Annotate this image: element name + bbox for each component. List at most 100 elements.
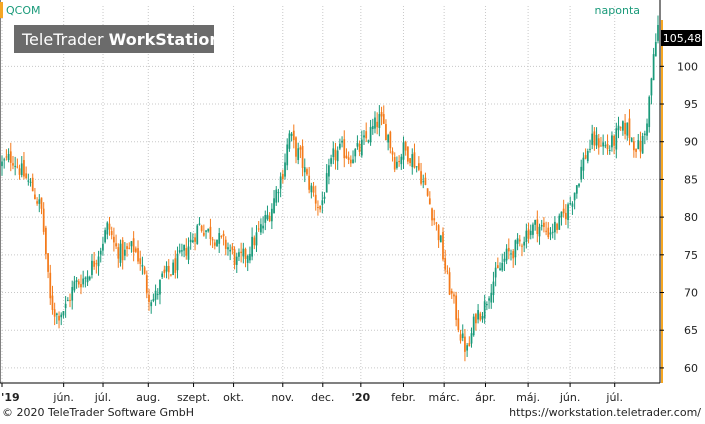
candle-body [448, 272, 451, 295]
candle-body [29, 181, 32, 183]
candle-body [16, 166, 19, 168]
candle-body [439, 235, 442, 243]
candle-body [643, 133, 646, 136]
candle-body [505, 248, 508, 261]
candle-body [156, 293, 159, 295]
candle-body [40, 197, 43, 209]
candle-body [172, 262, 175, 276]
candle-body [264, 215, 267, 223]
candle-body [391, 151, 394, 155]
candle-body [628, 118, 631, 138]
candle-body [578, 183, 580, 187]
candle-body [240, 251, 243, 254]
candle-body [472, 316, 475, 336]
candle-body [374, 117, 376, 129]
candle-body [551, 231, 554, 233]
candle-body [345, 155, 348, 159]
candle-body [117, 247, 120, 259]
candle-body [284, 162, 286, 177]
candle-body [521, 245, 523, 247]
candle-body [187, 246, 190, 260]
candle-body [277, 192, 280, 194]
candle-body [246, 255, 249, 263]
candle-body [409, 158, 411, 164]
candle-body [297, 148, 300, 161]
candle-body [525, 230, 528, 243]
candle-body [589, 148, 591, 150]
last-price-badge: 105,48 [661, 30, 702, 46]
candle-body [523, 241, 526, 246]
candle-body [356, 142, 359, 147]
candle-body [352, 159, 354, 164]
candle-body [45, 227, 47, 255]
x-tick-label: szept. [177, 391, 210, 404]
candle-body [196, 225, 199, 244]
candle-body [492, 281, 495, 296]
candle-body [137, 248, 139, 262]
x-tick-label: jún. [52, 391, 74, 404]
candle-body [154, 290, 157, 300]
x-axis-ticks: '19 jún. júl. aug. szept. okt. nov. dec. '20 febr… [1, 383, 623, 404]
x-tick-label: dec. [311, 391, 334, 404]
candle-body [507, 247, 510, 252]
candle-body [7, 153, 10, 161]
candle-body [637, 140, 640, 150]
candle-body [466, 345, 468, 351]
candle-body [317, 207, 319, 209]
candle-body [303, 167, 306, 173]
candle-body [227, 247, 229, 250]
symbol-label: QCOM [6, 4, 41, 17]
candle-body [622, 121, 624, 131]
candle-body [321, 200, 324, 206]
candle-body [110, 230, 113, 236]
x-tick-label: jún. [559, 391, 581, 404]
candle-body [632, 141, 635, 151]
candle-body [119, 243, 122, 263]
candle-body [389, 131, 392, 149]
candle-body [567, 204, 569, 220]
candle-body [604, 145, 607, 147]
y-tick-label: 80 [684, 211, 698, 224]
candle-body [464, 336, 466, 352]
candle-body [290, 133, 293, 136]
candle-body [242, 248, 245, 257]
candle-body [73, 281, 76, 291]
candle-body [64, 303, 67, 309]
candle-body [608, 149, 611, 151]
candle-body [170, 274, 172, 276]
candle-body [365, 131, 368, 139]
candle-body [60, 314, 63, 318]
candle-body [483, 301, 486, 319]
candle-body [314, 194, 317, 204]
y-tick-label: 90 [684, 136, 698, 149]
y-tick-label: 70 [684, 287, 698, 300]
watermark-suffix: WorkStation [109, 30, 221, 49]
candle-body [562, 208, 565, 214]
candle-body [413, 152, 416, 168]
candle-body [183, 244, 185, 251]
candle-body [121, 240, 124, 261]
y-tick-label: 95 [684, 98, 698, 111]
candle-body [312, 186, 315, 193]
last-price-label: 105,48 [663, 32, 702, 45]
candle-body [597, 138, 600, 148]
candle-body [646, 123, 648, 136]
candle-body [446, 270, 449, 272]
candle-body [382, 114, 385, 124]
candle-body [606, 143, 609, 150]
candle-body [336, 150, 339, 162]
candle-body [209, 226, 212, 240]
candle-body [167, 265, 170, 273]
candle-body [211, 239, 214, 241]
candle-body [5, 156, 8, 158]
candle-body [363, 135, 365, 138]
candle-body [143, 267, 146, 274]
candle-body [295, 137, 297, 157]
candle-body [468, 342, 471, 347]
candle-body [202, 232, 205, 236]
candle-body [75, 280, 78, 283]
candle-body [527, 229, 530, 239]
y-tick-label: 65 [684, 324, 698, 337]
x-tick-label: okt. [223, 391, 244, 404]
candle-body [433, 218, 436, 221]
